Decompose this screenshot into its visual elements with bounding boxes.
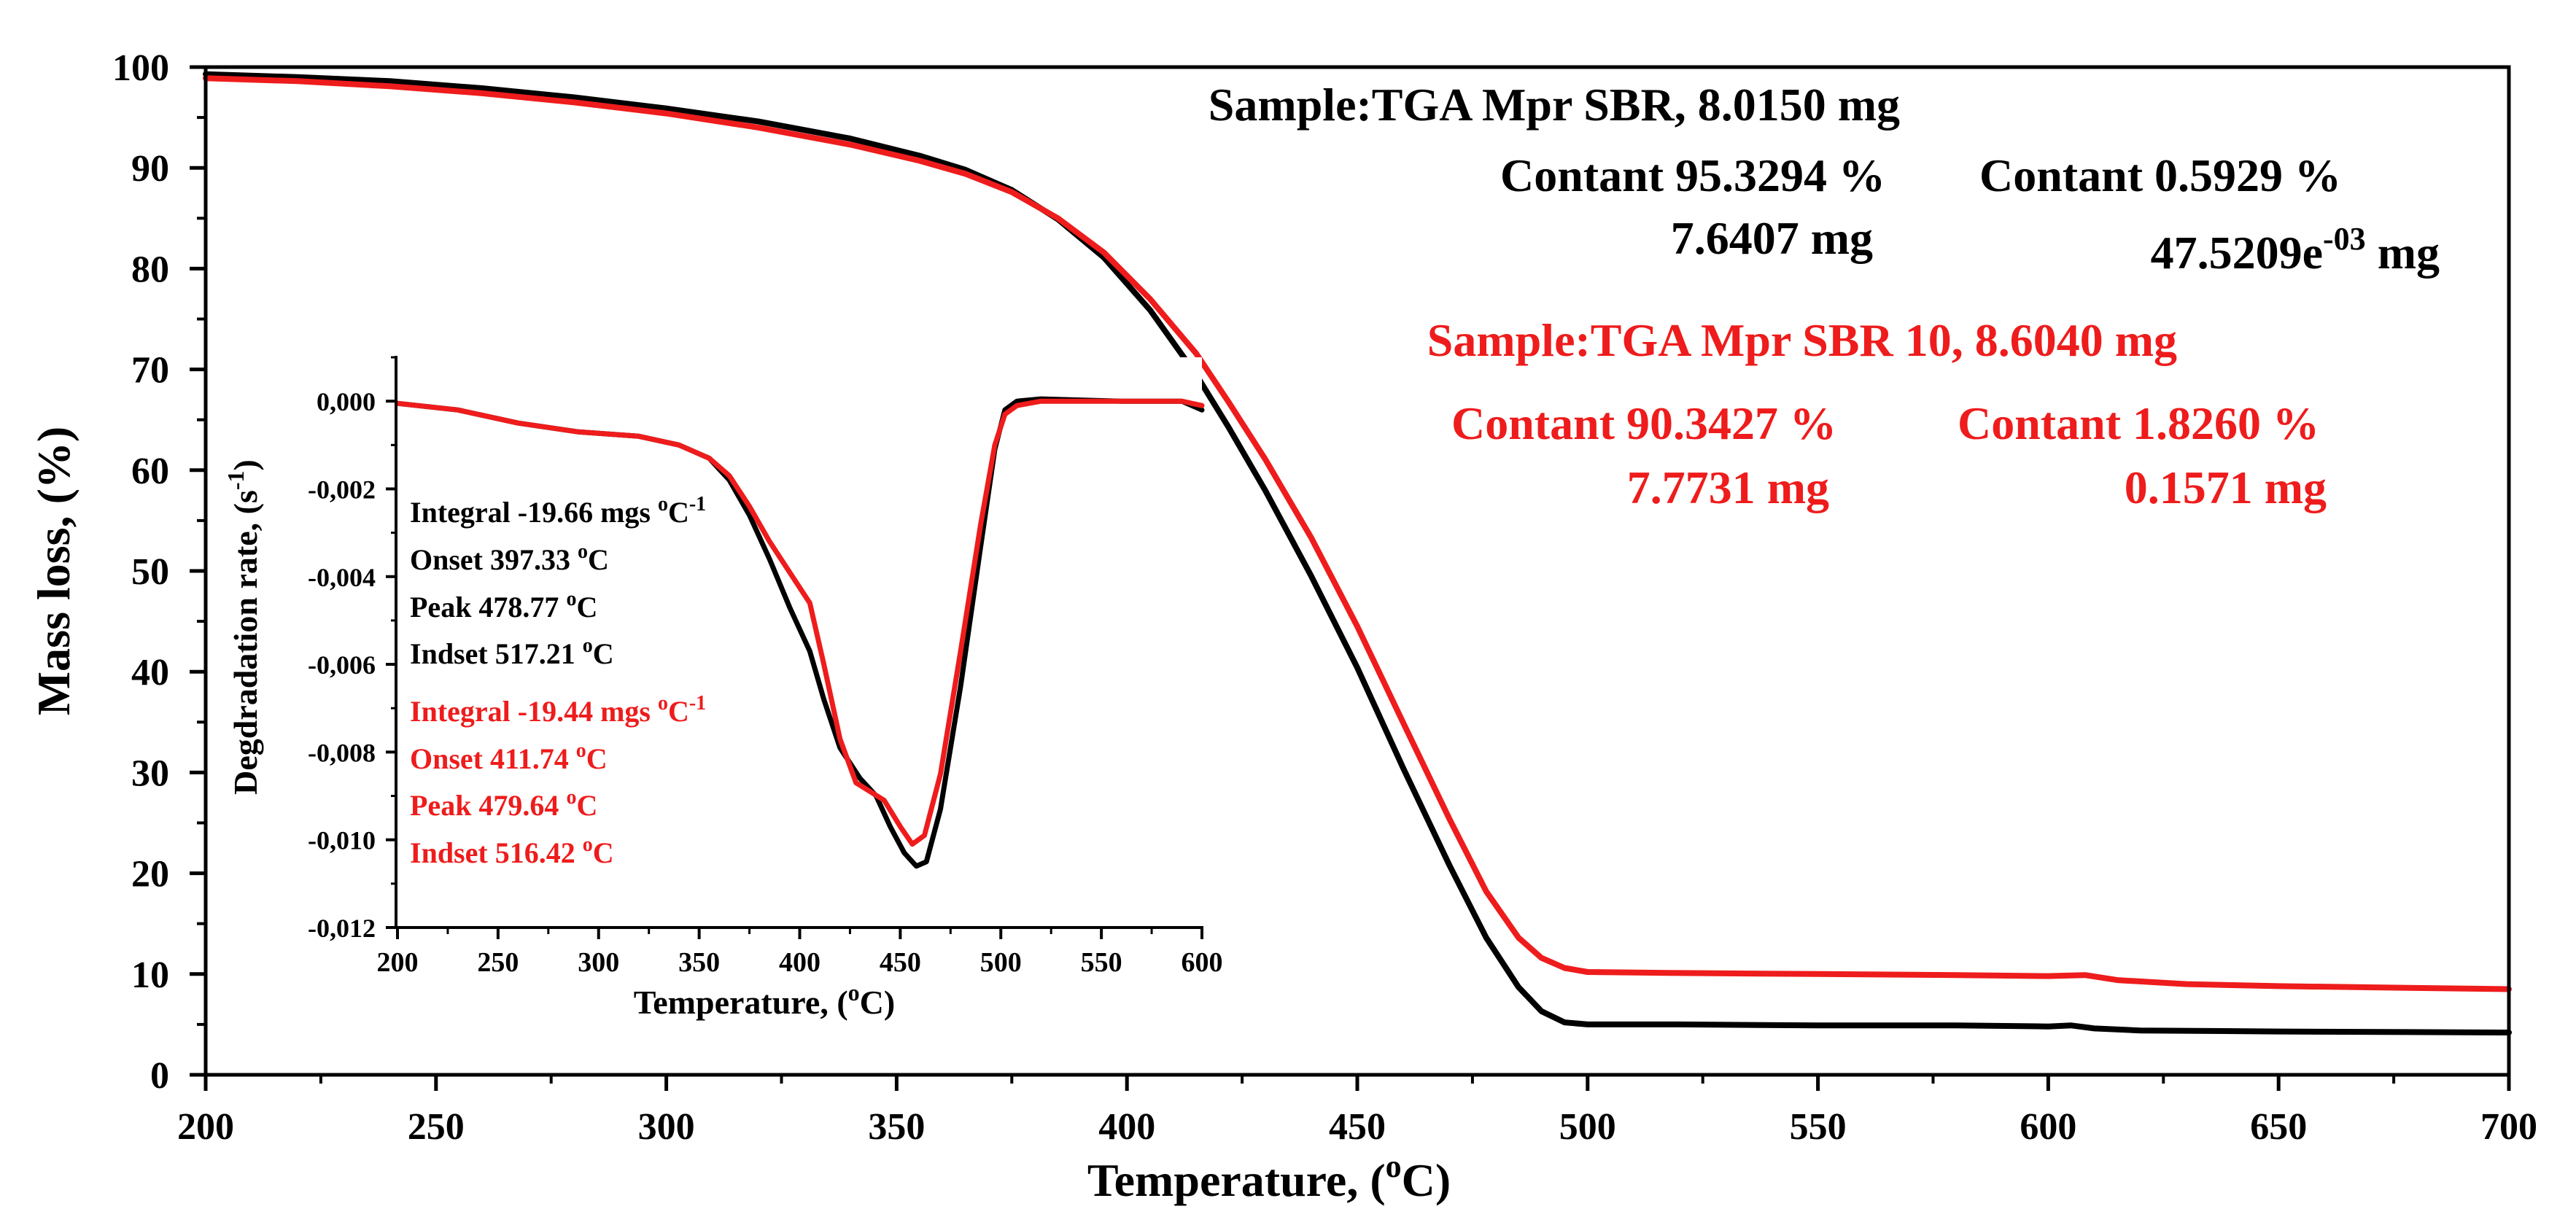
main-x-tick-label: 400 [1098, 1106, 1155, 1148]
inset-x-tick-label: 300 [578, 947, 619, 978]
main-axis-ticks: 200 250 300 350 400 450 500 550 600 650 700 0 10 20 30… [112, 47, 2537, 1148]
inset-x-tick-label: 350 [678, 947, 720, 978]
main-x-tick-label: 550 [1790, 1106, 1847, 1148]
inset-series-group [395, 396, 1205, 869]
annotation-red-contant-2: Contant 1.8260 % [1958, 397, 2319, 449]
inset-label-black: Integral -19.66 mgs oC-1 [410, 493, 706, 529]
main-y-tick-label: 60 [131, 451, 169, 492]
main-x-tick-label: 300 [638, 1106, 695, 1148]
main-y-tick-label: 50 [131, 551, 169, 593]
main-y-tick-label: 20 [131, 854, 169, 895]
inset-y-tick-label: 0,000 [317, 387, 376, 416]
main-x-tick-label: 700 [2480, 1106, 2537, 1148]
inset-label-black: Indset 517.21 oC [410, 634, 614, 670]
annotation-red-contant-1: Contant 90.3427 % [1451, 397, 1836, 449]
inset-y-axis-label: Degdradation rate, (s-1) [222, 459, 264, 795]
inset-y-tick-label: -0,006 [308, 650, 376, 680]
inset-label-red: Integral -19.44 mgs oC-1 [410, 692, 706, 728]
main-y-tick-label: 70 [131, 350, 169, 392]
main-y-tick-label: 40 [131, 652, 169, 693]
annotation-sample-black: Sample:TGA Mpr SBR, 8.0150 mg [1209, 79, 1900, 131]
main-y-tick-label: 80 [131, 249, 169, 290]
main-y-tick-label: 90 [131, 148, 169, 190]
main-x-tick-label: 600 [2020, 1106, 2076, 1148]
inset-label-red: Indset 516.42 oC [410, 833, 614, 869]
annotation-black-mass-1: 7.6407 mg [1671, 212, 1873, 264]
main-series-group [203, 71, 2512, 1035]
main-plot: 200 250 300 350 400 450 500 550 600 650 700 0 10 20 30… [28, 47, 2537, 1206]
inset-x-tick-label: 450 [880, 947, 921, 978]
inset-x-tick-label: 200 [377, 947, 419, 978]
inset-axis-ticks: 200 250 300 350 400 450 500 550 600 0,000 -0,002 -0… [308, 356, 1223, 978]
main-x-tick-label: 350 [868, 1106, 925, 1148]
inset-x-axis-label: Temperature, (oC) [634, 979, 895, 1021]
inset-x-tick-label: 600 [1182, 947, 1223, 978]
annotation-black-contant-2: Contant 0.5929 % [1979, 149, 2341, 201]
main-x-tick-label: 650 [2250, 1106, 2307, 1148]
inset-background [396, 357, 1202, 928]
main-x-axis-label: Temperature, (oC) [1087, 1148, 1451, 1206]
main-x-tick-label: 450 [1329, 1106, 1386, 1148]
inset-y-tick-label: -0,010 [308, 826, 376, 855]
annotation-black-mass-2: 47.5209e-03 mg [2151, 221, 2440, 279]
inset-label-black: Onset 397.33 oC [410, 540, 609, 576]
main-y-tick-label: 30 [131, 753, 169, 794]
inset-x-tick-label: 400 [779, 947, 820, 978]
annotation-sample-red: Sample:TGA Mpr SBR 10, 8.6040 mg [1427, 314, 2177, 366]
inset-label-red: Peak 479.64 oC [410, 786, 597, 822]
inset-y-tick-label: -0,008 [308, 738, 376, 767]
main-series-red-line [203, 75, 2512, 992]
inset-label-red: Onset 411.74 oC [410, 739, 608, 775]
inset-annotation-labels: Integral -19.66 mgs oC-1 Onset 397.33 oC P… [410, 493, 706, 869]
inset-series-red-line [395, 398, 1205, 847]
annotation-red-mass-1: 7.7731 mg [1627, 462, 1829, 513]
inset-y-tick-label: -0,002 [308, 475, 376, 504]
annotation-black-contant-1: Contant 95.3294 % [1500, 149, 1885, 201]
main-x-tick-label: 200 [177, 1106, 234, 1148]
main-y-tick-label: 100 [112, 47, 169, 89]
main-y-tick-label: 0 [150, 1055, 169, 1097]
inset-plot: 200 250 300 350 400 450 500 550 600 0,000 -0,002 -0… [222, 356, 1223, 1021]
inset-y-tick-label: -0,004 [308, 563, 376, 592]
inset-x-tick-label: 250 [477, 947, 519, 978]
annotation-red-mass-2: 0.1571 mg [2125, 462, 2327, 513]
main-x-tick-label: 250 [408, 1106, 465, 1148]
inset-label-black: Peak 478.77 oC [410, 588, 597, 623]
main-y-tick-label: 10 [131, 954, 169, 996]
inset-x-tick-label: 500 [980, 947, 1022, 978]
main-y-axis-label: Mass loss, (%) [28, 427, 79, 715]
inset-y-tick-label: -0,012 [308, 914, 376, 943]
main-x-tick-label: 500 [1559, 1106, 1616, 1148]
inset-x-tick-label: 550 [1081, 947, 1122, 978]
main-series-black-line [203, 71, 2512, 1035]
